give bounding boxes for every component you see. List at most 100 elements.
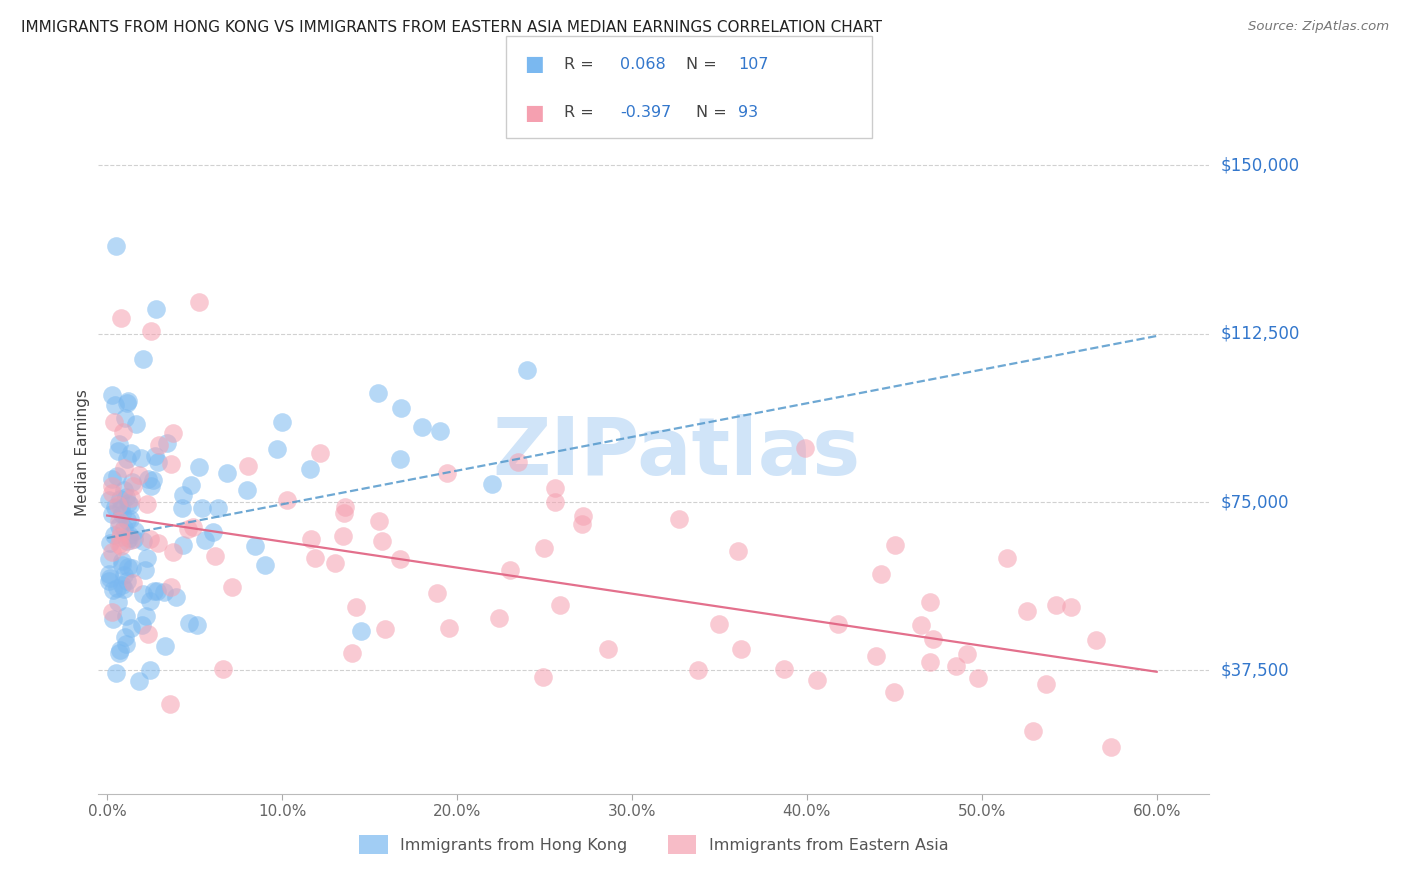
Point xyxy=(276,493,298,508)
Point xyxy=(114,521,136,535)
Point xyxy=(1022,723,1045,738)
Point xyxy=(101,582,124,597)
Point xyxy=(499,563,522,577)
Point xyxy=(104,239,127,253)
Point xyxy=(143,583,166,598)
Point xyxy=(389,401,412,415)
Point xyxy=(368,514,391,528)
Point xyxy=(707,617,730,632)
Point xyxy=(110,530,132,544)
Point xyxy=(138,663,160,677)
Point xyxy=(1015,604,1038,618)
Point xyxy=(371,534,394,549)
Point xyxy=(139,325,162,339)
Text: $112,500: $112,500 xyxy=(1220,325,1299,343)
Point xyxy=(117,495,139,509)
Point xyxy=(153,639,176,653)
Point xyxy=(110,540,132,554)
Point xyxy=(883,538,905,552)
Point xyxy=(411,419,433,434)
Point xyxy=(136,627,159,641)
Point xyxy=(190,500,212,515)
Point xyxy=(236,459,259,474)
Point xyxy=(132,587,155,601)
Text: ■: ■ xyxy=(524,54,544,74)
Point xyxy=(136,472,159,486)
Point xyxy=(159,697,181,711)
Point xyxy=(177,522,200,536)
Point xyxy=(115,638,138,652)
Point xyxy=(103,415,125,429)
Point xyxy=(531,670,554,684)
Point xyxy=(332,529,354,543)
Point xyxy=(110,311,132,326)
Text: 107: 107 xyxy=(738,57,769,72)
Point xyxy=(101,479,124,493)
Point xyxy=(727,543,749,558)
Point xyxy=(128,673,150,688)
Point xyxy=(429,424,451,438)
Point xyxy=(114,630,136,644)
Point xyxy=(436,466,458,480)
Point xyxy=(125,417,148,431)
Point xyxy=(572,509,595,524)
Point xyxy=(124,524,146,539)
Text: 0.068: 0.068 xyxy=(620,57,666,72)
Point xyxy=(100,472,122,486)
Point xyxy=(108,515,131,529)
Point xyxy=(870,566,893,581)
Point xyxy=(135,497,157,511)
Point xyxy=(103,528,125,542)
Point xyxy=(114,410,136,425)
Point xyxy=(120,621,142,635)
Point xyxy=(1045,598,1067,612)
Point xyxy=(108,518,131,533)
Point xyxy=(506,455,529,469)
Point xyxy=(177,616,200,631)
Point xyxy=(145,301,167,316)
Point xyxy=(117,396,139,410)
Point xyxy=(104,398,127,412)
Point xyxy=(153,584,176,599)
Point xyxy=(103,612,125,626)
Point xyxy=(342,646,364,660)
Text: ZIPatlas: ZIPatlas xyxy=(492,414,860,491)
Point xyxy=(299,462,322,476)
Point xyxy=(188,295,211,310)
Text: N =: N = xyxy=(696,105,733,120)
Point xyxy=(1035,677,1057,691)
Point xyxy=(922,632,945,646)
Point xyxy=(110,500,132,515)
Point xyxy=(132,351,155,366)
Point xyxy=(995,550,1018,565)
Point xyxy=(110,558,132,572)
Point xyxy=(883,685,905,699)
Point xyxy=(128,467,150,482)
Point xyxy=(1060,600,1083,615)
Point xyxy=(115,490,138,504)
Point xyxy=(333,507,356,521)
Point xyxy=(333,500,356,515)
Point xyxy=(143,449,166,463)
Point xyxy=(120,491,142,505)
Point xyxy=(389,551,412,566)
Point xyxy=(162,545,184,559)
Point xyxy=(165,590,187,604)
Point xyxy=(598,642,620,657)
Point xyxy=(827,617,849,632)
Point xyxy=(945,659,967,673)
Point xyxy=(481,476,503,491)
Point xyxy=(121,575,143,590)
Point xyxy=(325,557,347,571)
Point xyxy=(170,500,193,515)
Point xyxy=(148,455,170,469)
Point xyxy=(139,532,162,546)
Point xyxy=(129,450,152,465)
Text: Source: ZipAtlas.com: Source: ZipAtlas.com xyxy=(1249,20,1389,33)
Legend: Immigrants from Hong Kong, Immigrants from Eastern Asia: Immigrants from Hong Kong, Immigrants fr… xyxy=(359,835,949,855)
Point xyxy=(117,559,139,574)
Point xyxy=(104,666,127,681)
Point xyxy=(122,532,145,546)
Point xyxy=(108,537,131,551)
Point xyxy=(139,479,162,493)
